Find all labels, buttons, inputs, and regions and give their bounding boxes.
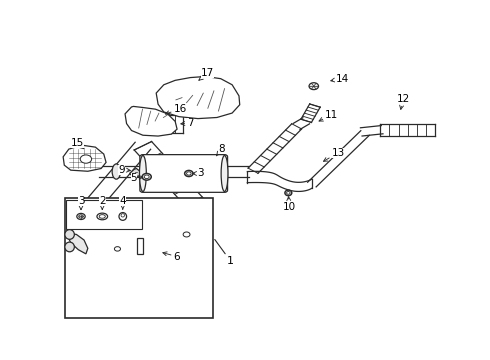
Text: 8: 8 bbox=[217, 144, 225, 156]
Ellipse shape bbox=[77, 213, 85, 220]
Text: 9: 9 bbox=[119, 165, 130, 175]
Ellipse shape bbox=[114, 247, 121, 251]
Text: 4: 4 bbox=[120, 196, 126, 209]
Polygon shape bbox=[125, 107, 177, 136]
Ellipse shape bbox=[119, 212, 126, 220]
Polygon shape bbox=[68, 233, 88, 254]
Bar bbox=[66, 200, 142, 229]
Ellipse shape bbox=[97, 213, 108, 220]
Ellipse shape bbox=[187, 172, 191, 175]
Ellipse shape bbox=[221, 156, 228, 192]
Text: 1: 1 bbox=[215, 239, 234, 266]
Ellipse shape bbox=[287, 192, 290, 194]
Text: 7: 7 bbox=[181, 118, 194, 128]
Text: 10: 10 bbox=[283, 197, 295, 212]
Bar bbox=[65, 198, 213, 318]
Text: 3: 3 bbox=[78, 196, 84, 210]
Ellipse shape bbox=[144, 175, 149, 179]
Ellipse shape bbox=[99, 215, 105, 218]
Ellipse shape bbox=[185, 170, 193, 176]
Polygon shape bbox=[129, 168, 141, 176]
Text: 5: 5 bbox=[130, 173, 143, 183]
Ellipse shape bbox=[65, 230, 74, 239]
Text: 13: 13 bbox=[323, 148, 345, 161]
Text: 11: 11 bbox=[319, 110, 339, 121]
Polygon shape bbox=[156, 76, 240, 118]
Polygon shape bbox=[63, 145, 106, 171]
Text: 3: 3 bbox=[193, 168, 204, 179]
Text: 12: 12 bbox=[396, 94, 410, 109]
Circle shape bbox=[80, 155, 92, 163]
Ellipse shape bbox=[79, 215, 83, 218]
Text: 2: 2 bbox=[99, 196, 105, 210]
Text: 6: 6 bbox=[163, 252, 180, 262]
Polygon shape bbox=[137, 238, 143, 253]
Ellipse shape bbox=[309, 83, 318, 90]
Ellipse shape bbox=[142, 174, 151, 180]
Text: 17: 17 bbox=[199, 68, 214, 80]
Ellipse shape bbox=[65, 242, 74, 252]
Ellipse shape bbox=[121, 214, 124, 217]
Text: 14: 14 bbox=[331, 74, 349, 84]
Ellipse shape bbox=[285, 190, 292, 195]
Ellipse shape bbox=[140, 156, 147, 192]
Ellipse shape bbox=[183, 232, 190, 237]
Text: 16: 16 bbox=[166, 104, 187, 114]
FancyBboxPatch shape bbox=[140, 155, 227, 192]
Ellipse shape bbox=[112, 164, 121, 179]
Text: 15: 15 bbox=[71, 138, 84, 149]
